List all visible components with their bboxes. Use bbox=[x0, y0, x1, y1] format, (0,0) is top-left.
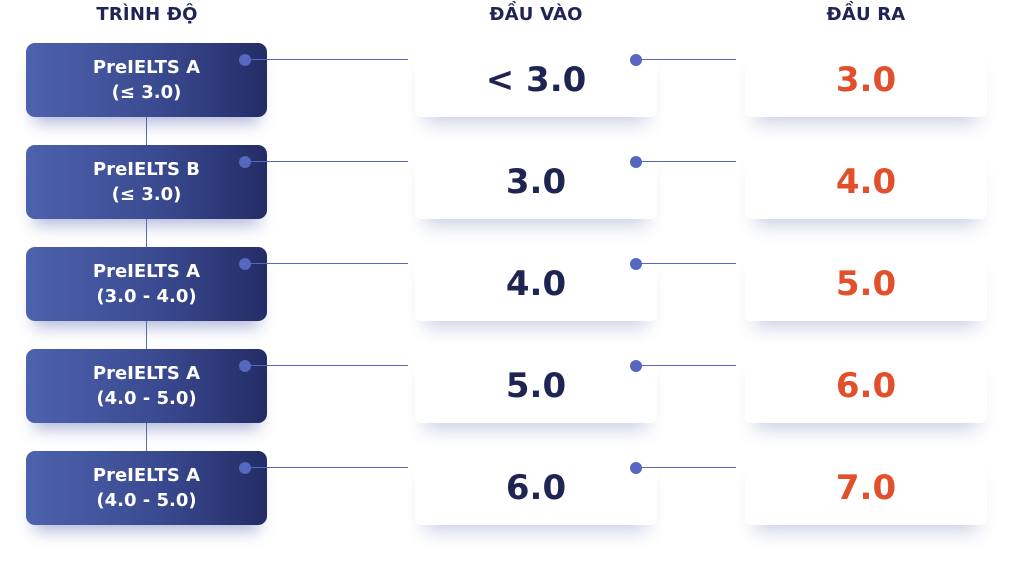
output-score-card: 4.0 bbox=[745, 145, 987, 219]
input-score-card: < 3.0 bbox=[415, 43, 657, 117]
level-name: PreIELTS A bbox=[92, 57, 201, 78]
connector-line bbox=[642, 467, 736, 468]
connector-line bbox=[251, 263, 408, 264]
connector-line bbox=[642, 263, 736, 264]
level-row: PreIELTS A (4.0 - 5.0) 5.0 6.0 bbox=[0, 349, 1012, 451]
level-range: (≤ 3.0) bbox=[111, 82, 182, 103]
output-score-card: 7.0 bbox=[745, 451, 987, 525]
spine-connector-3 bbox=[146, 320, 147, 349]
level-row: PreIELTS A (3.0 - 4.0) 4.0 5.0 bbox=[0, 247, 1012, 349]
output-score-card: 6.0 bbox=[745, 349, 987, 423]
connector-line bbox=[251, 467, 408, 468]
header-level: TRÌNH ĐỘ bbox=[96, 4, 198, 25]
connector-dot-icon bbox=[630, 156, 642, 168]
connector-dot-icon bbox=[630, 360, 642, 372]
input-score-card: 6.0 bbox=[415, 451, 657, 525]
level-name: PreIELTS B bbox=[93, 159, 200, 180]
level-row: PreIELTS A (≤ 3.0) < 3.0 3.0 bbox=[0, 43, 1012, 145]
level-box: PreIELTS A (4.0 - 5.0) bbox=[26, 451, 267, 525]
output-score-card: 5.0 bbox=[745, 247, 987, 321]
connector-line bbox=[642, 59, 736, 60]
connector-line bbox=[642, 161, 736, 162]
connector-dot-icon bbox=[630, 258, 642, 270]
input-score-card: 3.0 bbox=[415, 145, 657, 219]
connector-line bbox=[251, 161, 408, 162]
level-name: PreIELTS A bbox=[92, 261, 201, 282]
connector-dot-icon bbox=[239, 462, 251, 474]
level-box: PreIELTS A (3.0 - 4.0) bbox=[26, 247, 267, 321]
level-box: PreIELTS A (≤ 3.0) bbox=[26, 43, 267, 117]
level-range: (≤ 3.0) bbox=[111, 184, 182, 205]
level-box: PreIELTS A (4.0 - 5.0) bbox=[26, 349, 267, 423]
level-row: PreIELTS A (4.0 - 5.0) 6.0 7.0 bbox=[0, 451, 1012, 553]
level-box: PreIELTS B (≤ 3.0) bbox=[26, 145, 267, 219]
connector-dot-icon bbox=[630, 462, 642, 474]
input-score-card: 4.0 bbox=[415, 247, 657, 321]
connector-dot-icon bbox=[239, 156, 251, 168]
connector-dot-icon bbox=[239, 258, 251, 270]
spine-connector-1 bbox=[146, 116, 147, 145]
level-row: PreIELTS B (≤ 3.0) 3.0 4.0 bbox=[0, 145, 1012, 247]
output-score-card: 3.0 bbox=[745, 43, 987, 117]
connector-line bbox=[251, 59, 408, 60]
spine-connector-2 bbox=[146, 218, 147, 247]
connector-dot-icon bbox=[239, 360, 251, 372]
level-name: PreIELTS A bbox=[92, 363, 201, 384]
connector-dot-icon bbox=[239, 54, 251, 66]
level-range: (4.0 - 5.0) bbox=[96, 388, 197, 409]
connector-dot-icon bbox=[630, 54, 642, 66]
spine-connector-4 bbox=[146, 422, 147, 451]
connector-line bbox=[642, 365, 736, 366]
level-range: (3.0 - 4.0) bbox=[96, 286, 197, 307]
level-range: (4.0 - 5.0) bbox=[96, 490, 197, 511]
header-output: ĐẦU RA bbox=[826, 4, 906, 25]
level-name: PreIELTS A bbox=[92, 465, 201, 486]
header-input: ĐẦU VÀO bbox=[489, 4, 583, 25]
input-score-card: 5.0 bbox=[415, 349, 657, 423]
connector-line bbox=[251, 365, 408, 366]
